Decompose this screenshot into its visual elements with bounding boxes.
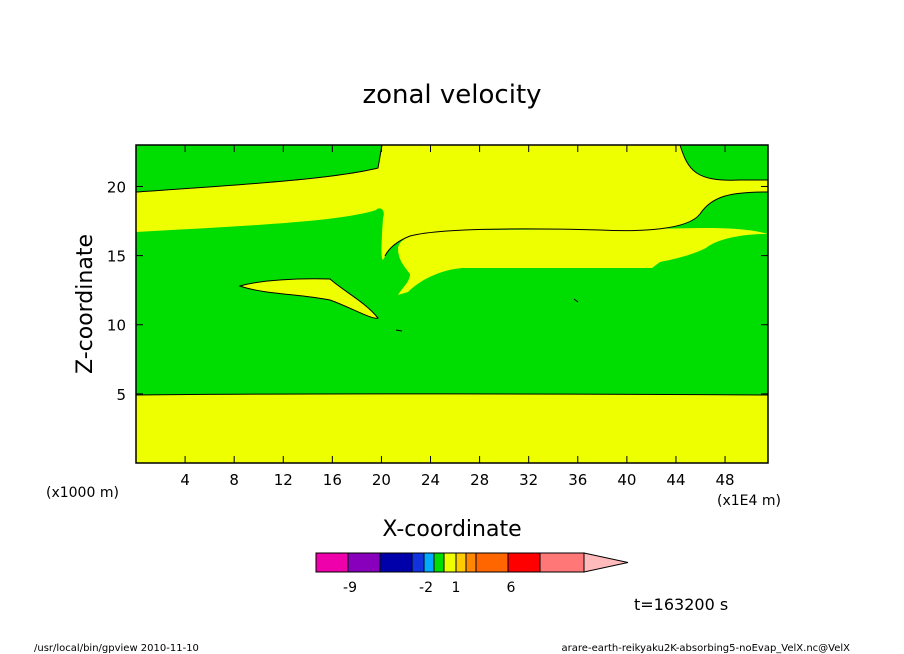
y-axis-label: Z-coordinate xyxy=(73,234,98,374)
contour-small-feature xyxy=(395,298,579,332)
colorbar-label: 6 xyxy=(507,580,516,596)
contour-middle-band xyxy=(398,228,768,295)
colorbar-segment xyxy=(465,552,477,573)
x-tick-label: 32 xyxy=(519,471,538,489)
y-axis-ticks: 5 10 15 20 xyxy=(107,178,768,404)
chart-title: zonal velocity xyxy=(362,80,541,110)
colorbar-segment xyxy=(455,552,467,573)
colorbar-segment xyxy=(379,552,413,573)
colorbar-segment xyxy=(443,552,457,573)
x-tick-label: 48 xyxy=(716,471,735,489)
colorbar-label: -9 xyxy=(343,580,357,596)
colorbar-arrow xyxy=(583,552,629,573)
contour-lines xyxy=(135,144,769,396)
y-tick-label: 15 xyxy=(107,248,126,266)
x-tick-label: 8 xyxy=(229,471,239,489)
x-tick-label: 12 xyxy=(274,471,293,489)
colorbar-segment xyxy=(347,552,381,573)
y-tick-label: 20 xyxy=(107,178,126,196)
x-tick-label: 24 xyxy=(421,471,440,489)
x-tick-label: 28 xyxy=(470,471,489,489)
colorbar-segment xyxy=(423,552,435,573)
contour-tongue xyxy=(240,278,378,319)
colorbar-label: 1 xyxy=(452,580,461,596)
colorbar-segment xyxy=(475,552,509,573)
colorbar-label: -2 xyxy=(419,580,433,596)
x-axis-ticks: 4 8 12 16 20 24 28 32 36 40 44 48 xyxy=(180,145,735,489)
x-tick-label: 16 xyxy=(323,471,342,489)
contour-lower-band xyxy=(136,393,768,463)
colorbar-segment xyxy=(539,552,585,573)
time-annotation: t=163200 s xyxy=(634,595,728,614)
contour-upper-band xyxy=(136,145,768,260)
colorbar-segment xyxy=(411,552,425,573)
colorbar-segment xyxy=(507,552,541,573)
footer-right: arare-earth-reikyaku2K-absorbing5-noEvap… xyxy=(562,643,851,654)
x-tick-label: 44 xyxy=(666,471,685,489)
x-tick-label: 20 xyxy=(372,471,391,489)
x-unit-left: (x1000 m) xyxy=(46,485,119,501)
colorbar-segment xyxy=(433,552,445,573)
x-unit-right: (x1E4 m) xyxy=(717,493,781,509)
x-tick-label: 40 xyxy=(617,471,636,489)
colorbar: -9 -2 1 6 xyxy=(315,552,629,596)
x-tick-label: 36 xyxy=(568,471,587,489)
x-tick-label: 4 xyxy=(180,471,190,489)
y-tick-label: 10 xyxy=(107,317,126,335)
plot-area xyxy=(135,144,769,464)
colorbar-segment xyxy=(315,552,349,573)
plot-frame xyxy=(135,144,769,464)
x-axis-label: X-coordinate xyxy=(382,517,521,542)
y-tick-label: 5 xyxy=(116,386,126,404)
footer-left: /usr/local/bin/gpview 2010-11-10 xyxy=(34,643,199,654)
